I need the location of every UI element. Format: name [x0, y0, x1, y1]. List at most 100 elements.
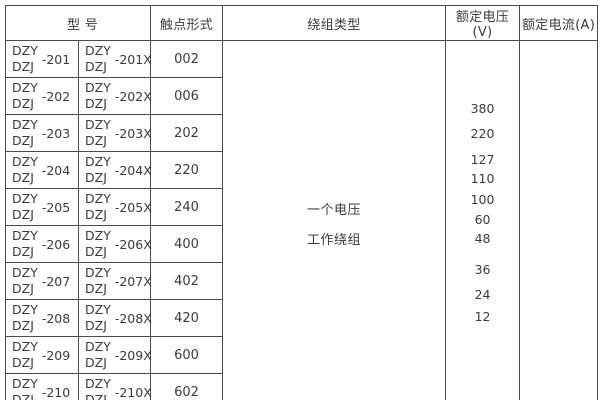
rated-current-cell [519, 40, 599, 400]
model-prefix-bottom: DZJ [85, 318, 107, 333]
model-number-cell-a: DZY DZJ -206 [5, 225, 79, 263]
model-suffix: -207X [114, 273, 152, 289]
contact-form-cell: 002 [150, 40, 224, 78]
model-number-group: DZY DZJ -202X [79, 80, 152, 112]
model-suffix: -209X [114, 347, 152, 363]
column-header-rated-voltage: 额定电压(V) [445, 5, 521, 41]
model-number-cell-a: DZY DZJ -202 [5, 77, 79, 115]
model-number-cell-b: DZY DZJ -202X [77, 77, 152, 115]
model-number-group: DZY DZJ -205X [79, 191, 152, 223]
rated-voltage-value: 48 [474, 231, 491, 246]
model-suffix: -204X [114, 162, 152, 178]
model-prefix-stack: DZY DZJ [85, 154, 111, 186]
contact-form-cell: 602 [150, 373, 224, 400]
model-prefix-top: DZY [85, 302, 111, 317]
model-number-cell-b: DZY DZJ -207X [77, 262, 152, 300]
model-number-cell-a: DZY DZJ -208 [5, 299, 79, 337]
model-prefix-stack: DZY DZJ [85, 191, 111, 223]
model-number-cell-b: DZY DZJ -206X [77, 225, 152, 263]
model-suffix: -203X [114, 125, 152, 141]
model-prefix-top: DZY [12, 154, 38, 169]
model-number-group: DZY DZJ -204X [79, 154, 152, 186]
model-prefix-stack: DZY DZJ [85, 228, 111, 260]
rated-voltage-value: 127 [470, 152, 495, 167]
model-prefix-bottom: DZJ [85, 281, 107, 296]
model-number-cell-b: DZY DZJ -209X [77, 336, 152, 374]
model-prefix-top: DZY [12, 117, 38, 132]
model-suffix: -208X [114, 310, 152, 326]
model-prefix-top: DZY [85, 154, 111, 169]
model-prefix-stack: DZY DZJ [12, 117, 38, 149]
model-number-group: DZY DZJ -206X [79, 228, 152, 260]
model-number-group: DZY DZJ -206 [6, 228, 78, 260]
table-body: DZY DZJ -201 DZY DZJ -201X 002 一个电压 工作绕组 380 220 12… [5, 40, 599, 400]
relay-specification-table: 型 号 触点形式 绕组类型 额定电压(V) 额定电流(A) DZY DZJ -201… [4, 5, 599, 400]
rated-voltage-cell: 380 220 127 110 100 60 48 36 24 12 [445, 40, 521, 400]
column-header-winding-type: 绕组类型 [222, 5, 447, 41]
model-number-cell-a: DZY DZJ -201 [5, 40, 79, 78]
header-row: 型 号 触点形式 绕组类型 额定电压(V) 额定电流(A) [4, 5, 599, 41]
model-number-group: DZY DZJ -204 [6, 154, 78, 186]
model-prefix-top: DZY [85, 376, 111, 391]
model-prefix-bottom: DZJ [12, 355, 34, 370]
model-prefix-bottom: DZJ [12, 207, 34, 222]
model-prefix-stack: DZY DZJ [12, 302, 38, 334]
model-suffix: -201 [41, 51, 71, 67]
model-prefix-bottom: DZJ [12, 392, 34, 400]
model-prefix-stack: DZY DZJ [85, 117, 111, 149]
model-number-group: DZY DZJ -207X [79, 265, 152, 297]
table-header: 型 号 触点形式 绕组类型 额定电压(V) 额定电流(A) [4, 5, 599, 41]
model-suffix: -202 [41, 88, 71, 104]
model-prefix-bottom: DZJ [85, 170, 107, 185]
table-row: DZY DZJ -205 DZY DZJ -205X 240 [5, 188, 598, 226]
model-prefix-stack: DZY DZJ [12, 339, 38, 371]
model-prefix-bottom: DZJ [85, 392, 107, 400]
model-suffix: -205X [114, 199, 152, 215]
table-row: DZY DZJ -208 DZY DZJ -208X 420 [5, 299, 598, 337]
model-prefix-top: DZY [12, 228, 38, 243]
model-prefix-stack: DZY DZJ [85, 376, 111, 400]
table-row: DZY DZJ -209 DZY DZJ -209X 600 [5, 336, 598, 374]
model-prefix-bottom: DZJ [85, 96, 107, 111]
rated-voltage-value: 220 [470, 126, 495, 141]
column-header-model: 型 号 [4, 5, 152, 41]
model-prefix-bottom: DZJ [12, 133, 34, 148]
contact-form-cell: 600 [150, 336, 224, 374]
model-number-cell-b: DZY DZJ -210X [77, 373, 152, 400]
rated-voltage-value: 12 [474, 309, 491, 324]
model-prefix-top: DZY [85, 265, 111, 280]
model-suffix: -210 [41, 384, 71, 400]
model-number-group: DZY DZJ -208 [6, 302, 78, 334]
model-prefix-stack: DZY DZJ [12, 228, 38, 260]
model-prefix-stack: DZY DZJ [12, 43, 38, 75]
winding-type-cell: 一个电压 工作绕组 [222, 40, 447, 400]
model-suffix: -201X [114, 51, 152, 67]
model-prefix-bottom: DZJ [12, 59, 34, 74]
model-prefix-stack: DZY DZJ [12, 191, 38, 223]
model-prefix-top: DZY [85, 191, 111, 206]
model-prefix-top: DZY [85, 80, 111, 95]
model-number-group: DZY DZJ -201X [79, 43, 152, 75]
model-number-group: DZY DZJ -210X [79, 376, 152, 400]
model-prefix-top: DZY [12, 80, 38, 95]
model-suffix: -206 [41, 236, 71, 252]
contact-form-cell: 240 [150, 188, 224, 226]
model-number-cell-b: DZY DZJ -201X [77, 40, 152, 78]
model-number-group: DZY DZJ -202 [6, 80, 78, 112]
model-number-group: DZY DZJ -203 [6, 117, 78, 149]
model-suffix: -206X [114, 236, 152, 252]
model-prefix-top: DZY [12, 376, 38, 391]
model-prefix-stack: DZY DZJ [85, 80, 111, 112]
model-number-cell-a: DZY DZJ -204 [5, 151, 79, 189]
model-suffix: -208 [41, 310, 71, 326]
model-prefix-top: DZY [12, 302, 38, 317]
model-prefix-bottom: DZJ [85, 207, 107, 222]
model-prefix-bottom: DZJ [85, 59, 107, 74]
model-number-cell-b: DZY DZJ -205X [77, 188, 152, 226]
rated-voltage-value: 110 [470, 171, 495, 186]
model-prefix-top: DZY [12, 265, 38, 280]
model-prefix-stack: DZY DZJ [85, 43, 111, 75]
model-prefix-stack: DZY DZJ [12, 376, 38, 400]
model-prefix-bottom: DZJ [12, 170, 34, 185]
